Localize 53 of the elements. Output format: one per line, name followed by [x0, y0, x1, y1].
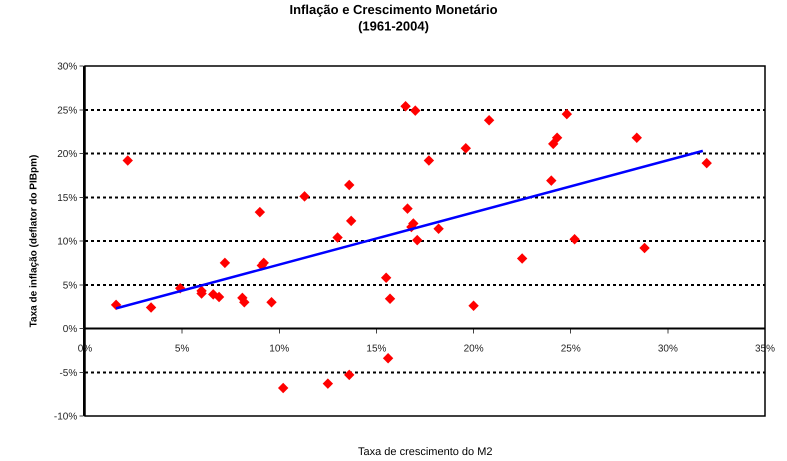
y-tick-label: 10% — [57, 236, 78, 248]
point — [344, 180, 354, 190]
point — [569, 234, 580, 244]
x-tick-label: 25% — [560, 343, 581, 354]
point — [299, 191, 310, 202]
point — [460, 143, 471, 154]
x-tick-label: 30% — [658, 343, 678, 354]
point — [702, 158, 712, 168]
point — [382, 353, 394, 364]
point — [562, 108, 572, 120]
y-tick-label: 25% — [57, 105, 78, 116]
point — [266, 297, 277, 308]
point — [552, 132, 562, 143]
y-axis-title: Taxa de inflação (deflator do PIBpm) — [28, 154, 40, 328]
point — [254, 206, 266, 218]
y-tick-label: 20% — [57, 149, 78, 160]
point — [344, 370, 354, 380]
y-tick-label: -5% — [59, 368, 78, 379]
chart-title: Inflação e Crescimento Monetário — [289, 2, 498, 17]
y-tick-label: 0% — [62, 324, 78, 335]
y-tick-label: -10% — [54, 412, 78, 422]
point — [146, 302, 156, 313]
point — [468, 300, 479, 311]
y-tick-label: 15% — [57, 192, 78, 204]
point — [322, 378, 334, 389]
point — [214, 292, 224, 302]
point — [412, 234, 422, 246]
point — [384, 294, 396, 304]
point — [433, 224, 444, 234]
point — [410, 105, 420, 116]
y-tick-label: 5% — [62, 280, 78, 292]
x-tick-label: 15% — [366, 343, 387, 354]
point — [546, 175, 556, 186]
point — [346, 216, 356, 226]
point — [332, 232, 343, 243]
point — [402, 203, 413, 214]
point — [639, 242, 650, 254]
x-axis-title: Taxa de crescimento do M2 — [358, 446, 493, 458]
point — [484, 115, 494, 126]
point — [516, 253, 528, 264]
point — [278, 382, 288, 394]
x-tick-label: 20% — [464, 343, 484, 354]
point — [548, 138, 558, 150]
point — [122, 155, 133, 166]
point — [400, 101, 411, 112]
x-tick-label: 10% — [269, 343, 290, 354]
point — [220, 258, 230, 268]
point — [424, 155, 434, 166]
y-tick-label: 30% — [57, 62, 78, 72]
point — [380, 272, 392, 283]
x-tick-label: 5% — [174, 343, 190, 354]
point — [632, 132, 642, 143]
chart-subtitle: (1961-2004) — [358, 18, 429, 34]
